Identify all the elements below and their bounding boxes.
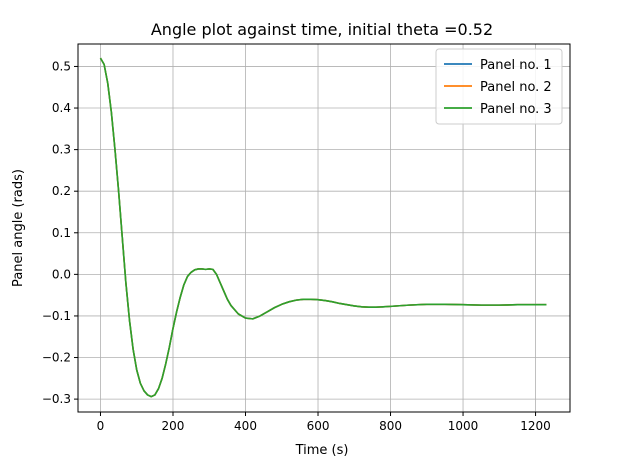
- x-tick-label: 0: [97, 419, 105, 433]
- chart-title: Angle plot against time, initial theta =…: [151, 20, 493, 39]
- x-tick-label: 400: [234, 419, 257, 433]
- y-axis: −0.3 −0.2 −0.1 0.0 0.1 0.2 0.3 0.4 0.5: [42, 59, 78, 406]
- y-tick-label: −0.3: [42, 392, 71, 406]
- legend-label-1: Panel no. 1: [480, 58, 552, 73]
- legend-box: [435, 48, 563, 125]
- series-line-3: [99, 57, 547, 398]
- y-tick-label: 0.1: [52, 226, 71, 240]
- y-tick-label: 0.0: [52, 267, 71, 281]
- legend-label-3: Panel no. 3: [480, 102, 552, 117]
- series-layer: [99, 57, 547, 398]
- y-axis-label: Panel angle (rads): [11, 169, 26, 287]
- x-axis-label: Time (s): [295, 443, 349, 458]
- y-tick-label: 0.4: [52, 101, 71, 115]
- x-tick-label: 600: [307, 419, 330, 433]
- y-tick-label: 0.3: [52, 143, 71, 157]
- x-tick-label: 200: [162, 419, 185, 433]
- legend: Panel no. 1 Panel no. 2 Panel no. 3: [435, 48, 563, 125]
- y-tick-label: 0.5: [52, 59, 71, 73]
- plot-frame: [77, 43, 571, 413]
- x-tick-label: 1000: [448, 419, 479, 433]
- y-tick-label: −0.1: [42, 309, 71, 323]
- x-tick-label: 1200: [520, 419, 551, 433]
- legend-label-2: Panel no. 2: [480, 80, 552, 95]
- y-tick-label: 0.2: [52, 184, 71, 198]
- y-tick-label: −0.2: [42, 351, 71, 365]
- x-axis: 0 200 400 600 800 1000 1200: [97, 412, 551, 433]
- x-tick-label: 800: [379, 419, 402, 433]
